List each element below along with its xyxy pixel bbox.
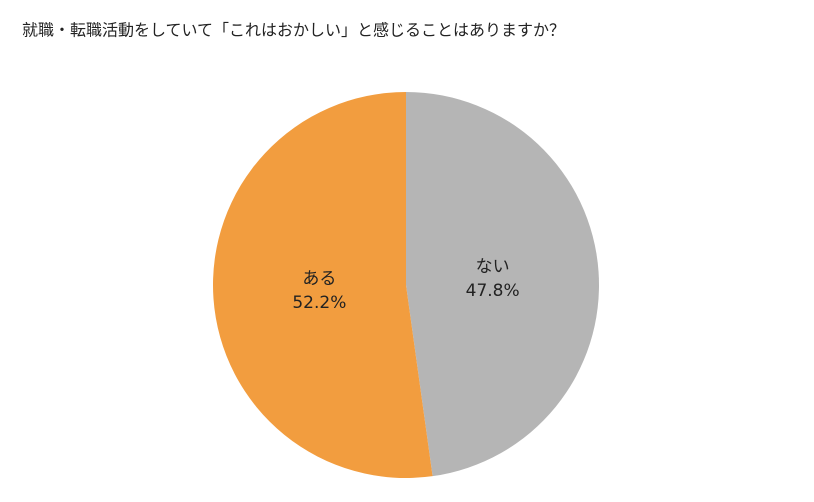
pie-slice	[406, 92, 599, 477]
slice-value-label: 47.8%	[466, 281, 520, 301]
slice-value-label: 52.2%	[292, 293, 346, 313]
chart-title: 就職・転職活動をしていて「これはおかしい」と感じることはありますか？	[22, 21, 565, 40]
pie-slice	[212, 92, 433, 478]
slice-category: ある	[302, 269, 336, 289]
slice-category: ない	[476, 257, 510, 277]
